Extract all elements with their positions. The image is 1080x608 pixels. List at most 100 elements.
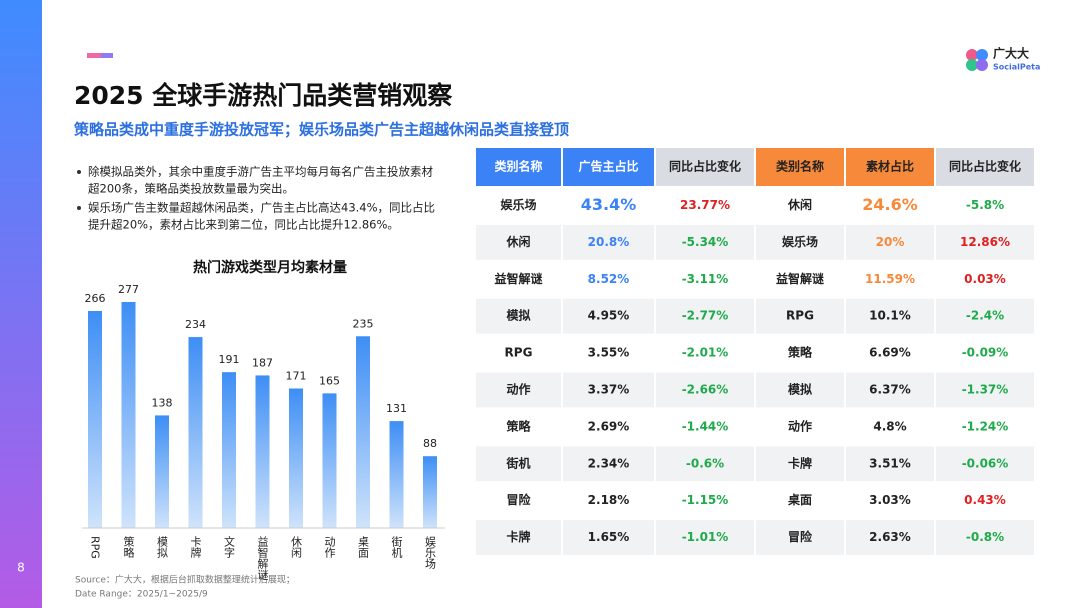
table-cell — [656, 409, 754, 445]
cell-text: 娱乐场 — [500, 197, 536, 212]
value-label: 88 — [423, 437, 437, 450]
table-cell — [563, 409, 654, 445]
cell-text: 2.18% — [588, 493, 630, 507]
table-cell — [846, 372, 934, 408]
cell-text: -1.37% — [962, 382, 1009, 396]
cell-text: 街机 — [505, 455, 530, 470]
accent — [101, 53, 113, 58]
cell-text: 12.86% — [960, 235, 1010, 249]
cell-text: 益智解谜 — [494, 271, 543, 286]
cell-text: -2.66% — [682, 382, 729, 396]
table-cell — [563, 335, 654, 371]
bullet-text: 除模拟品类外，其余中重度手游广告主平均每月每名广告主投放素材 — [88, 165, 433, 179]
cell-text: RPG — [786, 309, 814, 323]
cell-text: -5.34% — [682, 235, 729, 249]
table-cell — [656, 261, 754, 297]
x-tick-label: 益智解谜 — [256, 535, 269, 580]
cell-text: 动作 — [788, 418, 812, 433]
table-cell — [656, 188, 754, 223]
logo-mark — [966, 49, 978, 61]
cell-text: 卡牌 — [506, 529, 530, 544]
table-cell — [846, 335, 934, 371]
table-cell — [476, 409, 561, 445]
x-tick-label: 动作 — [323, 536, 336, 558]
table-cell — [846, 483, 934, 519]
table-cell — [756, 483, 844, 519]
table-cell — [476, 298, 561, 334]
table-cell — [563, 372, 654, 408]
x-tick-label: 卡牌 — [189, 536, 202, 559]
cell-text: 3.37% — [588, 382, 630, 396]
header-cell — [476, 148, 561, 186]
header-cell — [846, 148, 934, 186]
table-cell — [656, 335, 754, 371]
chart-title: 热门游戏类型月均素材量 — [193, 259, 347, 276]
cell-text: 桌面 — [787, 492, 812, 507]
bullet-dot — [77, 206, 81, 210]
header-cell — [756, 148, 844, 186]
logo: 广大大 SocialPeta — [966, 46, 1040, 72]
table-cell — [563, 224, 654, 260]
cell-text: 策略 — [788, 345, 813, 360]
logo-mark — [976, 49, 988, 61]
cell-text: 2.69% — [588, 419, 630, 433]
x-tick-label: RPG — [89, 536, 102, 559]
bar — [322, 393, 337, 528]
table-cell — [563, 261, 654, 297]
header-text: 类别名称 — [776, 159, 824, 174]
x-tick-label: 文字 — [223, 535, 236, 558]
logo-name: 广大大 — [993, 46, 1029, 61]
bar — [222, 372, 236, 528]
x-tick-label: 策略 — [122, 535, 135, 559]
value-label: 131 — [386, 402, 407, 415]
table-cell — [756, 446, 844, 482]
page-number: 8 — [17, 561, 25, 575]
table-cell — [476, 335, 561, 371]
table-cell — [656, 520, 754, 555]
cell-text: -2.77% — [682, 309, 729, 323]
cell-text: 24.6% — [862, 195, 918, 214]
header-cell — [936, 148, 1034, 186]
cell-text: 10.1% — [869, 309, 911, 323]
table-cell — [476, 372, 561, 408]
table-cell — [756, 520, 844, 555]
table-cell — [656, 446, 754, 482]
side-band — [0, 0, 42, 608]
bar — [423, 456, 437, 528]
table-cell — [846, 188, 934, 223]
value-label: 138 — [152, 396, 173, 409]
header-text: 素材占比 — [866, 159, 914, 174]
table-cell — [563, 298, 654, 334]
cell-text: 20% — [876, 235, 905, 249]
bullet-dot — [77, 170, 81, 174]
cell-text: 4.95% — [588, 309, 630, 323]
table-cell — [846, 446, 934, 482]
table-cell — [656, 372, 754, 408]
table-cell — [936, 335, 1034, 371]
bar — [255, 375, 270, 528]
table-cell — [936, 261, 1034, 297]
bullet-text: 超200条，策略品类投放数量最为突出。 — [88, 182, 294, 196]
cell-text: 2.63% — [869, 530, 911, 544]
header-cell — [563, 148, 654, 186]
table-cell — [656, 483, 754, 519]
cell-text: -1.24% — [962, 419, 1009, 433]
cell-text: 20.8% — [588, 235, 630, 249]
value-label: 191 — [219, 353, 240, 366]
header-text: 同比占比变化 — [949, 159, 1021, 174]
cell-text: -0.06% — [962, 456, 1009, 470]
subtitle: 策略品类成中重度手游投放冠军；娱乐场品类广告主超越休闲品类直接登顶 — [73, 121, 569, 139]
table-cell — [756, 261, 844, 297]
table-cell — [563, 520, 654, 555]
cell-text: 动作 — [506, 381, 530, 396]
table-cell — [936, 224, 1034, 260]
logo-mark — [976, 59, 988, 71]
table-cell — [756, 409, 844, 445]
bar — [389, 421, 404, 528]
cell-text: -5.8% — [966, 198, 1004, 212]
cell-text: 43.4% — [581, 195, 637, 214]
title: 2025 全球手游热门品类营销观察 — [74, 81, 453, 110]
cell-text: 模拟 — [788, 381, 812, 396]
cell-text: 3.55% — [588, 346, 630, 360]
source: Source：广大大，根据后台抓取数据整理统计后展现； — [75, 574, 295, 586]
